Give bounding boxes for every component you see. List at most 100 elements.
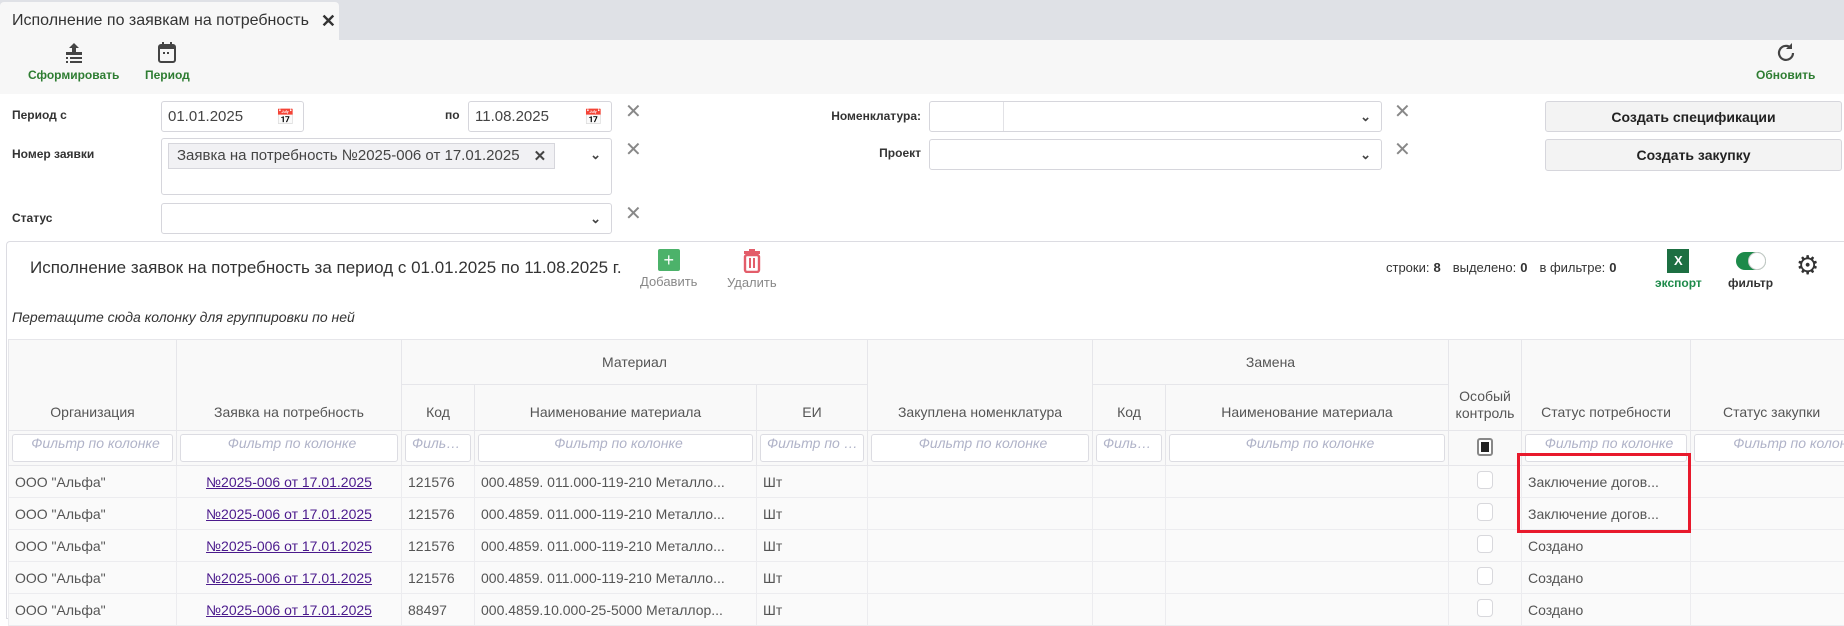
cell-unit: Шт (757, 594, 868, 626)
col-special[interactable]: Особый контроль (1449, 340, 1522, 431)
period-to-label: по (445, 108, 460, 122)
special-checkbox[interactable] (1477, 599, 1493, 617)
clear-nomenclature-icon[interactable]: ✕ (1394, 102, 1411, 122)
special-checkbox[interactable] (1477, 503, 1493, 521)
period-from-input[interactable]: 01.01.2025 📅 (161, 101, 304, 132)
calendar-icon[interactable]: 📅 (584, 108, 603, 126)
add-label: Добавить (640, 274, 697, 289)
column-filter-input[interactable]: Фильтр по колонке (405, 434, 471, 462)
gear-icon[interactable]: ⚙ (1796, 252, 1819, 278)
status-select[interactable]: ⌄ (161, 203, 612, 234)
filter-checkbox[interactable] (1477, 438, 1493, 456)
cell-special (1449, 498, 1522, 530)
in-filter-count: 0 (1609, 260, 1616, 275)
cell-code: 121576 (402, 466, 475, 498)
cell-r-code (1093, 498, 1166, 530)
cell-bought (868, 498, 1093, 530)
chevron-down-icon[interactable]: ⌄ (590, 147, 601, 163)
column-filter-input[interactable]: Фильтр по колонке (1169, 434, 1445, 462)
clear-project-icon[interactable]: ✕ (1394, 140, 1411, 160)
col-bought[interactable]: Закуплена номенклатура (868, 340, 1093, 431)
request-select[interactable]: Заявка на потребность №2025-006 от 17.01… (161, 138, 612, 195)
delete-label: Удалить (727, 275, 777, 290)
project-select[interactable]: ⌄ (929, 139, 1382, 170)
cell-r-code (1093, 562, 1166, 594)
column-filter-input[interactable]: Фильтр по колонке (760, 434, 864, 462)
request-link[interactable]: №2025-006 от 17.01.2025 (206, 506, 372, 522)
chevron-down-icon[interactable]: ⌄ (1360, 109, 1371, 125)
group-hint: Перетащите сюда колонку для группировки … (12, 309, 355, 325)
request-tag: Заявка на потребность №2025-006 от 17.01… (168, 143, 555, 169)
special-checkbox[interactable] (1477, 471, 1493, 489)
chevron-down-icon[interactable]: ⌄ (1360, 147, 1371, 163)
column-filter-input[interactable]: Фильтр по колонке (478, 434, 753, 462)
cell-name: 000.4859.10.000-25-5000 Металлор... (475, 594, 757, 626)
col-r-code[interactable]: Код (1093, 385, 1166, 431)
cell-unit: Шт (757, 562, 868, 594)
column-filter-input[interactable]: Фильтр по колонке (1096, 434, 1162, 462)
col-unit[interactable]: ЕИ (757, 385, 868, 431)
column-filter-input[interactable]: Фильтр по колонке (1694, 434, 1844, 462)
generate-button[interactable]: Сформировать (28, 42, 119, 82)
group-replacement: Замена (1093, 340, 1449, 385)
toggle-switch[interactable] (1736, 252, 1766, 270)
column-filter-input[interactable]: Фильтр по колонке (180, 434, 398, 462)
clear-period-icon[interactable]: ✕ (625, 102, 642, 122)
request-link[interactable]: №2025-006 от 17.01.2025 (206, 602, 372, 618)
export-button[interactable]: X экспорт (1655, 249, 1702, 290)
col-code[interactable]: Код (402, 385, 475, 431)
cell-org: ООО "Альфа" (9, 530, 177, 562)
cell-org: ООО "Альфа" (9, 594, 177, 626)
cell-purchase-status (1691, 562, 1844, 594)
selected-count: 0 (1520, 260, 1527, 275)
filter-cell: Фильтр по колонке (9, 431, 177, 466)
col-r-name[interactable]: Наименование материала (1166, 385, 1449, 431)
col-need-status[interactable]: Статус потребности (1522, 340, 1691, 431)
create-purchase-button[interactable]: Создать закупку (1545, 139, 1842, 171)
special-checkbox[interactable] (1477, 567, 1493, 585)
nomenclature-label: Номенклатура: (826, 109, 921, 123)
cell-name: 000.4859. 011.000-119-210 Металло... (475, 530, 757, 562)
request-link[interactable]: №2025-006 от 17.01.2025 (206, 538, 372, 554)
close-icon[interactable]: ✕ (321, 11, 336, 32)
calendar-icon[interactable]: 📅 (276, 108, 295, 126)
generate-label: Сформировать (28, 68, 119, 82)
special-checkbox[interactable] (1477, 535, 1493, 553)
cell-r-name (1166, 530, 1449, 562)
col-request[interactable]: Заявка на потребность (177, 340, 402, 431)
clear-request-icon[interactable]: ✕ (625, 140, 642, 160)
clear-status-icon[interactable]: ✕ (625, 204, 642, 224)
filter-cell: Фильтр по колонке (1166, 431, 1449, 466)
request-link[interactable]: №2025-006 от 17.01.2025 (206, 570, 372, 586)
refresh-button[interactable]: Обновить (1756, 42, 1815, 82)
cell-bought (868, 594, 1093, 626)
cell-org: ООО "Альфа" (9, 498, 177, 530)
cell-name: 000.4859. 011.000-119-210 Металло... (475, 498, 757, 530)
create-spec-button[interactable]: Создать спецификации (1545, 101, 1842, 132)
cell-request: №2025-006 от 17.01.2025 (177, 530, 402, 562)
tab-execution[interactable]: Исполнение по заявкам на потребность ✕ (0, 2, 339, 40)
add-button[interactable]: + Добавить (640, 249, 697, 289)
col-name[interactable]: Наименование материала (475, 385, 757, 431)
col-org[interactable]: Организация (9, 340, 177, 431)
plus-icon: + (658, 249, 680, 271)
request-tag-label: Заявка на потребность №2025-006 от 17.01… (177, 147, 520, 165)
period-button[interactable]: Период (145, 42, 190, 82)
column-filter-input[interactable]: Фильтр по колонке (871, 434, 1089, 462)
column-filter-input[interactable]: Фильтр по колонке (12, 434, 173, 462)
col-purchase-status[interactable]: Статус закупки (1691, 340, 1844, 431)
chevron-down-icon[interactable]: ⌄ (590, 211, 601, 227)
period-to-input[interactable]: 11.08.2025 📅 (468, 101, 612, 132)
status-label: Статус (12, 211, 52, 225)
filter-cell (1449, 431, 1522, 466)
request-link[interactable]: №2025-006 от 17.01.2025 (206, 474, 372, 490)
nomenclature-select[interactable]: ⌄ (929, 101, 1382, 132)
delete-button[interactable]: Удалить (727, 249, 777, 290)
filter-toggle[interactable]: фильтр (1728, 252, 1773, 290)
cell-r-name (1166, 562, 1449, 594)
selected-label: выделено: (1453, 260, 1516, 275)
remove-tag-icon[interactable]: ✕ (534, 147, 547, 165)
